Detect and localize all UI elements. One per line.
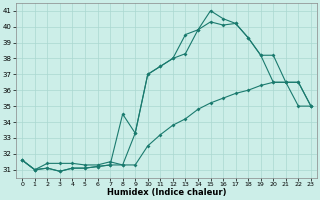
X-axis label: Humidex (Indice chaleur): Humidex (Indice chaleur): [107, 188, 226, 197]
